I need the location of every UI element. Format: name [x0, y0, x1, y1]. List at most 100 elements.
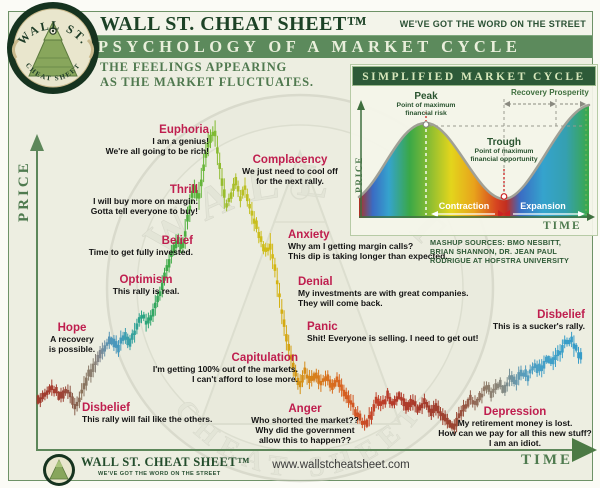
inset-price-axis-label: PRICE	[355, 155, 365, 193]
phase-quote: We're all going to be rich!	[105, 145, 209, 156]
phase-title: Belief	[161, 235, 193, 247]
footer-logo-pyramid	[49, 459, 69, 480]
phase-quote: is possible.	[48, 343, 96, 354]
simplified-cycle-chart	[357, 99, 595, 221]
inset-time-axis-label: TIME	[543, 220, 582, 232]
phase-quote: This is a sucker's rally.	[492, 321, 585, 331]
phase-title: Panic	[307, 321, 338, 333]
peak-desc: Point of maximum	[396, 102, 456, 109]
phase-quote: I will buy more on margin.	[93, 196, 198, 206]
phase-quote: How can we pay for all this new stuff?	[438, 427, 592, 438]
phase-title: Thrill	[169, 184, 198, 196]
phase-title: Optimism	[119, 274, 173, 286]
phase-quote: Time to get fully invested.	[88, 247, 193, 257]
footer-logo	[43, 454, 75, 486]
source-line: BRIAN SHANNON, DR. JEAN PAUL	[430, 247, 558, 256]
phase-depression: Depression My retirement money is lost. Ho…	[405, 406, 600, 448]
header-row	[10, 12, 592, 35]
phase-quote: I can't afford to lose more.	[192, 373, 298, 384]
watermark-eye-icon	[290, 180, 310, 200]
arrow-right-icon	[550, 101, 556, 107]
expansion-label: Expansion	[520, 201, 566, 211]
phase-title: Anxiety	[288, 229, 330, 241]
phase-quote: Who shorted the market??	[251, 415, 359, 425]
cycle-wave-area	[359, 105, 589, 218]
footer-tagline: WE'VE GOT THE WORD ON THE STREET	[98, 471, 221, 477]
trough-marker	[500, 193, 508, 200]
mashup-sources: MASHUP SOURCES: BMO NESBITT, BRIAN SHANN…	[430, 238, 595, 265]
inset-time-arrow-icon	[587, 213, 595, 221]
wall-st-cheat-sheet-logo: WALL ST. CHEAT SHEET	[7, 2, 99, 94]
arrow-right-icon	[578, 211, 585, 217]
trough-desc: financial opportunity	[470, 156, 538, 163]
page-title: PSYCHOLOGY OF A MARKET CYCLE	[98, 37, 522, 56]
phase-quote: Why am I getting margin calls?	[288, 241, 414, 251]
subtitle-line2: AS THE MARKET FLUCTUATES.	[100, 75, 314, 89]
title-bar	[10, 35, 592, 58]
phase-quote: I am an idiot.	[489, 437, 541, 448]
phase-thrill: Thrill I will buy more on margin. Gotta te…	[91, 184, 198, 217]
simplified-market-cycle-panel: SIMPLIFIED MARKET CYCLE Peak Point of ma…	[350, 64, 598, 236]
phase-quote: My investments are with great companies.	[298, 288, 469, 298]
watermark-pyramid	[198, 149, 402, 425]
price-axis-arrow-icon	[30, 134, 44, 151]
peak-label: Peak	[414, 91, 438, 102]
arrow-left-icon	[431, 211, 438, 217]
phase-anger: Anger Who shorted the market?? Why did the…	[195, 403, 415, 445]
phase-disbelief: Disbelief This is a sucker's rally.	[493, 309, 585, 332]
phase-title: Disbelief	[537, 309, 585, 321]
phase-quote: I'm getting 100% out of the markets.	[152, 364, 298, 374]
footer-url: www.wallstcheatsheet.com	[272, 459, 410, 471]
phase-quote: This dip is taking longer than expected.	[288, 250, 448, 261]
phase-quote: My retirement money is lost.	[457, 418, 573, 428]
phase-euphoria: Euphoria I am a genius! We're all going to…	[106, 124, 209, 157]
bowtie-right-icon	[504, 210, 510, 218]
phase-title: Euphoria	[159, 124, 209, 136]
source-line: MASHUP SOURCES: BMO NESBITT,	[430, 238, 562, 247]
phase-panic: Panic Shit! Everyone is selling. I need t…	[307, 321, 478, 344]
brand-title: WALL ST. CHEAT SHEET™	[100, 13, 368, 35]
trough-label: Trough	[487, 137, 521, 148]
watermark-pyramid-cap	[272, 149, 328, 223]
phase-denial: Denial My investments are with great comp…	[298, 276, 469, 309]
phase-quote: This rally will fail like the others.	[82, 414, 213, 424]
time-axis-arrow-icon	[572, 438, 597, 462]
phase-title: Complacency	[252, 154, 328, 166]
inset-price-arrow-icon	[357, 100, 365, 110]
phase-title: Depression	[483, 406, 547, 418]
arrow-right-icon	[580, 101, 586, 107]
phase-complacency: Complacency We just need to cool off for t…	[180, 154, 400, 187]
contraction-label: Contraction	[438, 201, 490, 211]
phase-capitulation: Capitulation I'm getting 100% out of the …	[153, 352, 298, 385]
subtitle-line1: THE FEELINGS APPEARING	[100, 60, 288, 74]
cycle-wave-line	[357, 103, 591, 201]
footer-logo-cap	[55, 460, 63, 467]
phase-quote: allow this to happen??	[258, 434, 352, 445]
peak-desc: financial risk	[405, 110, 447, 117]
phase-title: Disbelief	[82, 402, 130, 414]
arrow-left-icon	[504, 101, 510, 107]
phase-optimism: Optimism This rally is real.	[36, 274, 256, 297]
phase-quote: Why did the government	[255, 424, 355, 435]
phase-quote: Shit! Everyone is selling. I need to get…	[307, 333, 479, 343]
phase-title: Denial	[298, 276, 333, 288]
phase-quote: They will come back.	[298, 297, 383, 308]
phase-belief: Belief Time to get fully invested.	[89, 235, 193, 258]
source-line: RODRIGUE AT HOFSTRA UNIVERSITY	[430, 256, 570, 265]
logo-eye-pupil	[51, 29, 55, 33]
bowtie-left-icon	[498, 210, 504, 218]
footer-brand: WALL ST. CHEAT SHEET™	[81, 455, 250, 469]
logo-pyramid	[28, 20, 78, 77]
inset-title: SIMPLIFIED MARKET CYCLE	[362, 71, 586, 83]
phase-title: Capitulation	[231, 352, 298, 364]
time-axis-label: TIME	[521, 452, 574, 468]
phase-quote: Gotta tell everyone to buy!	[90, 205, 198, 216]
recovery-label: Recovery	[510, 88, 548, 97]
phase-quote: for the next rally.	[256, 175, 324, 186]
trough-desc: Point of maximum	[474, 148, 534, 155]
trough-annotation: Trough Point of maximum financial opport…	[460, 137, 548, 164]
inset-title-bar: SIMPLIFIED MARKET CYCLE	[352, 66, 596, 86]
logo-antler-left	[11, 38, 20, 59]
